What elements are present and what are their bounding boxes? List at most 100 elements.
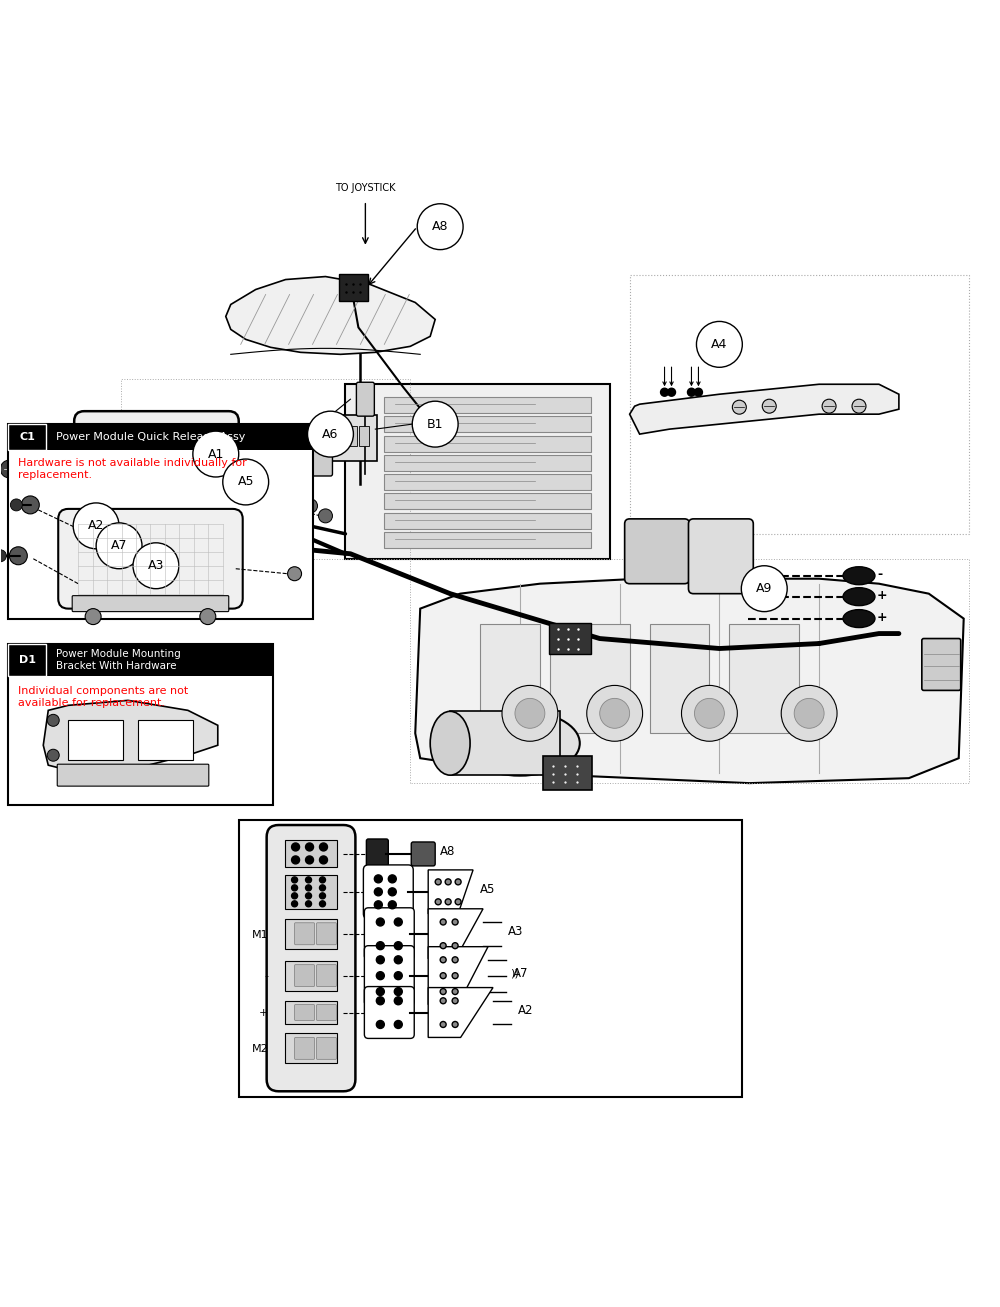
- FancyBboxPatch shape: [8, 643, 273, 677]
- Circle shape: [440, 997, 446, 1004]
- Circle shape: [445, 878, 451, 885]
- FancyBboxPatch shape: [450, 711, 560, 775]
- Circle shape: [694, 388, 702, 396]
- FancyBboxPatch shape: [317, 923, 336, 945]
- FancyBboxPatch shape: [384, 417, 591, 433]
- Polygon shape: [428, 946, 488, 1005]
- Text: A2: A2: [88, 519, 104, 532]
- Circle shape: [794, 698, 824, 728]
- Circle shape: [587, 685, 643, 741]
- FancyBboxPatch shape: [411, 842, 435, 867]
- FancyBboxPatch shape: [922, 639, 961, 690]
- Circle shape: [308, 412, 353, 457]
- Text: M1: M1: [252, 929, 269, 940]
- Circle shape: [394, 997, 402, 1005]
- Text: M2: M2: [252, 1044, 269, 1055]
- FancyBboxPatch shape: [366, 839, 388, 869]
- Circle shape: [394, 988, 402, 996]
- Circle shape: [741, 566, 787, 612]
- Circle shape: [0, 550, 6, 562]
- Circle shape: [306, 856, 314, 864]
- FancyBboxPatch shape: [384, 455, 591, 471]
- Ellipse shape: [843, 588, 875, 605]
- Text: A5: A5: [480, 884, 495, 897]
- Text: A6: A6: [322, 427, 339, 440]
- Circle shape: [306, 893, 312, 899]
- Circle shape: [452, 997, 458, 1004]
- Circle shape: [394, 971, 402, 980]
- Circle shape: [306, 877, 312, 882]
- FancyBboxPatch shape: [138, 720, 193, 761]
- Text: -: -: [265, 971, 269, 980]
- FancyBboxPatch shape: [384, 532, 591, 548]
- FancyBboxPatch shape: [317, 965, 336, 987]
- Text: -: -: [877, 569, 882, 582]
- FancyBboxPatch shape: [384, 512, 591, 528]
- FancyBboxPatch shape: [285, 919, 337, 949]
- FancyBboxPatch shape: [345, 384, 610, 559]
- Circle shape: [732, 400, 746, 414]
- FancyBboxPatch shape: [363, 865, 413, 919]
- Polygon shape: [43, 701, 218, 770]
- FancyBboxPatch shape: [295, 923, 315, 945]
- Ellipse shape: [843, 567, 875, 584]
- FancyBboxPatch shape: [132, 506, 156, 531]
- FancyBboxPatch shape: [543, 757, 592, 791]
- Ellipse shape: [843, 609, 875, 627]
- FancyBboxPatch shape: [8, 425, 313, 618]
- FancyBboxPatch shape: [729, 623, 799, 733]
- Circle shape: [412, 401, 458, 447]
- Circle shape: [435, 878, 441, 885]
- Circle shape: [696, 322, 742, 367]
- Circle shape: [306, 901, 312, 907]
- Circle shape: [852, 399, 866, 413]
- Circle shape: [440, 942, 446, 949]
- Circle shape: [133, 542, 179, 588]
- Text: Individual components are not
available for replacement.: Individual components are not available …: [18, 686, 189, 708]
- Circle shape: [376, 1021, 384, 1029]
- FancyBboxPatch shape: [285, 1034, 337, 1064]
- Circle shape: [21, 495, 39, 514]
- Text: Power Module Quick Release Assy: Power Module Quick Release Assy: [56, 433, 246, 442]
- FancyBboxPatch shape: [364, 908, 414, 959]
- FancyBboxPatch shape: [267, 825, 355, 1091]
- FancyBboxPatch shape: [347, 426, 357, 446]
- Circle shape: [320, 893, 325, 899]
- Circle shape: [452, 919, 458, 925]
- Circle shape: [223, 459, 269, 505]
- FancyBboxPatch shape: [295, 965, 315, 987]
- FancyBboxPatch shape: [294, 447, 332, 476]
- FancyBboxPatch shape: [339, 273, 368, 302]
- Circle shape: [320, 877, 325, 882]
- Circle shape: [17, 435, 35, 454]
- FancyBboxPatch shape: [57, 765, 209, 786]
- Circle shape: [822, 399, 836, 413]
- Circle shape: [515, 698, 545, 728]
- FancyBboxPatch shape: [8, 643, 273, 805]
- Text: )): )): [510, 968, 519, 979]
- Circle shape: [455, 878, 461, 885]
- Circle shape: [292, 893, 298, 899]
- Circle shape: [394, 1021, 402, 1029]
- FancyBboxPatch shape: [550, 623, 630, 733]
- Circle shape: [69, 473, 81, 485]
- FancyBboxPatch shape: [192, 506, 216, 531]
- Text: A3: A3: [508, 925, 523, 938]
- Circle shape: [417, 204, 463, 250]
- Circle shape: [47, 749, 59, 761]
- Circle shape: [376, 918, 384, 925]
- Text: A7: A7: [111, 540, 127, 553]
- Polygon shape: [226, 277, 435, 354]
- Circle shape: [376, 997, 384, 1005]
- Text: Hardware is not available individually for
replacement.: Hardware is not available individually f…: [18, 457, 247, 480]
- FancyBboxPatch shape: [384, 435, 591, 452]
- FancyBboxPatch shape: [74, 412, 239, 519]
- Circle shape: [452, 988, 458, 995]
- Polygon shape: [428, 870, 473, 914]
- Circle shape: [394, 955, 402, 963]
- Circle shape: [388, 887, 396, 895]
- Circle shape: [292, 877, 298, 882]
- FancyBboxPatch shape: [167, 506, 191, 531]
- Circle shape: [452, 957, 458, 963]
- FancyBboxPatch shape: [650, 623, 709, 733]
